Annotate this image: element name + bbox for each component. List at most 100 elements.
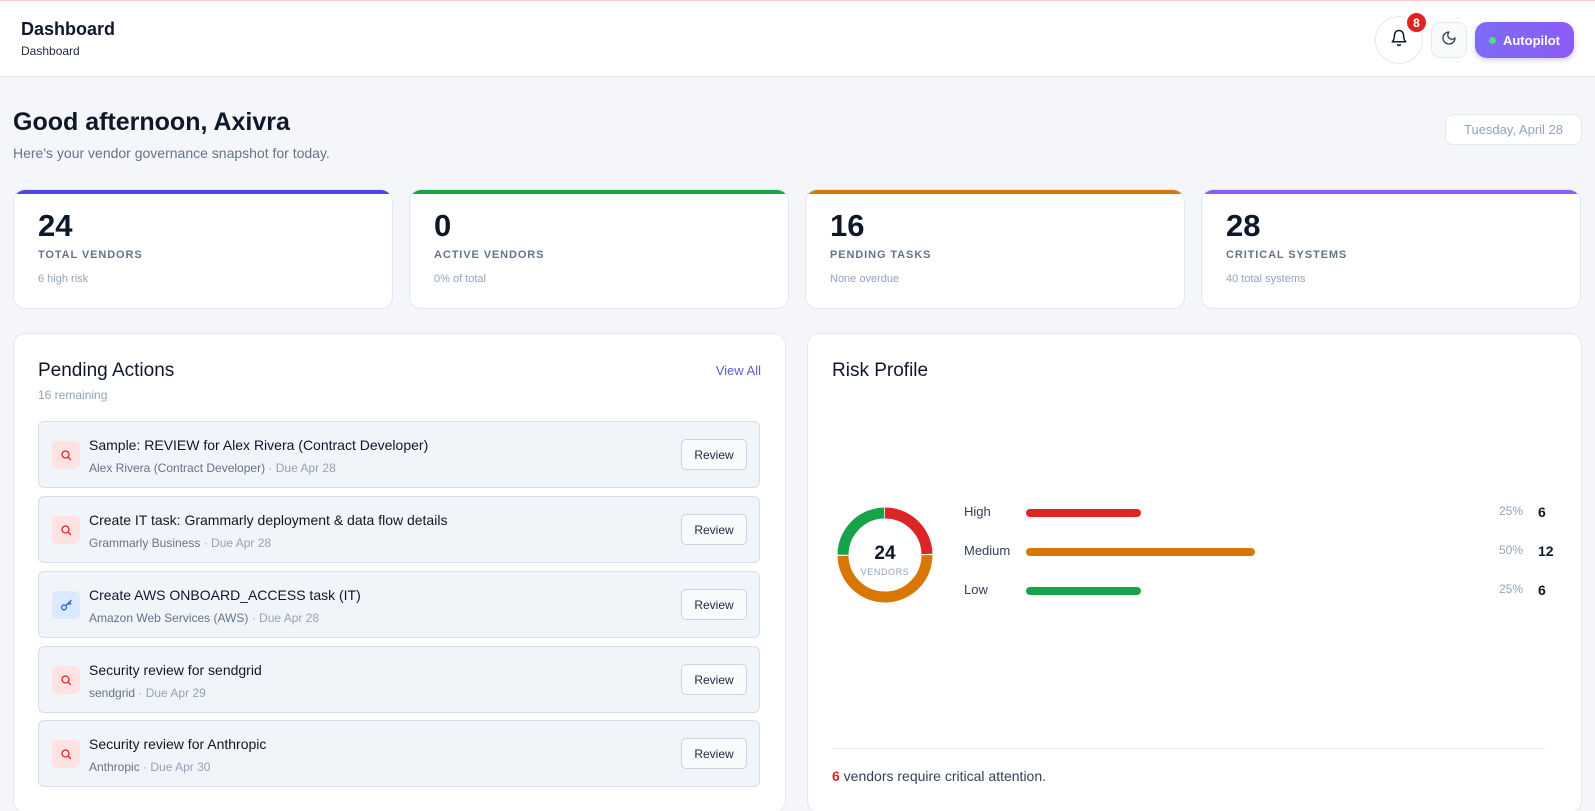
risk-percent: 50% <box>1499 543 1524 557</box>
pending-action-item[interactable]: Sample: REVIEW for Alex Rivera (Contract… <box>38 421 760 488</box>
view-all-link[interactable]: View All <box>715 363 761 378</box>
stat-accent-bar <box>806 190 1184 194</box>
action-meta: Grammarly Business · Due Apr 28 <box>89 536 271 550</box>
review-button[interactable]: Review <box>681 439 747 470</box>
risk-bar-fill <box>1026 509 1141 517</box>
action-meta: sendgrid · Due Apr 29 <box>89 686 206 700</box>
search-icon <box>52 740 80 768</box>
stat-card-pending-tasks[interactable]: 16 PENDING TASKS None overdue <box>805 189 1185 309</box>
risk-profile-panel: Risk Profile 24 VENDORS High 25% 6 Mediu… <box>807 333 1582 811</box>
action-vendor: Alex Rivera (Contract Developer) <box>89 461 266 475</box>
divider <box>832 748 1545 749</box>
stat-accent-bar <box>1202 190 1580 194</box>
stat-accent-bar <box>410 190 788 194</box>
stat-label: PENDING TASKS <box>830 249 932 261</box>
pending-action-item[interactable]: Create AWS ONBOARD_ACCESS task (IT) Amaz… <box>38 571 760 638</box>
stat-accent-bar <box>14 190 392 194</box>
action-title: Sample: REVIEW for Alex Rivera (Contract… <box>89 437 429 453</box>
stat-card-active-vendors[interactable]: 0 ACTIVE VENDORS 0% of total <box>409 189 789 309</box>
risk-count: 6 <box>1538 582 1546 598</box>
action-meta: Amazon Web Services (AWS) · Due Apr 28 <box>89 611 319 625</box>
autopilot-button[interactable]: Autopilot <box>1475 22 1574 58</box>
action-due-date: · Due Apr 28 <box>251 611 320 625</box>
stat-card-critical-systems[interactable]: 28 CRITICAL SYSTEMS 40 total systems <box>1201 189 1581 309</box>
review-button[interactable]: Review <box>681 514 747 545</box>
risk-count: 12 <box>1538 543 1554 559</box>
greeting-subtitle: Here's your vendor governance snapshot f… <box>13 145 330 161</box>
stat-value: 16 <box>830 208 865 243</box>
stat-note: 0% of total <box>434 273 486 285</box>
autopilot-label: Autopilot <box>1502 32 1561 48</box>
action-title: Create AWS ONBOARD_ACCESS task (IT) <box>89 587 361 603</box>
action-vendor: sendgrid <box>89 686 136 700</box>
action-vendor: Anthropic <box>89 760 140 774</box>
action-vendor: Amazon Web Services (AWS) <box>89 611 249 625</box>
status-dot-icon <box>1488 36 1496 44</box>
theme-toggle-button[interactable] <box>1431 22 1467 58</box>
critical-count: 6 <box>832 768 840 784</box>
action-title: Security review for Anthropic <box>89 736 267 752</box>
review-button[interactable]: Review <box>681 589 747 620</box>
risk-percent: 25% <box>1499 582 1524 596</box>
risk-row-medium: Medium 50% 12 <box>964 543 1557 563</box>
pending-action-item[interactable]: Security review for Anthropic Anthropic … <box>38 720 760 787</box>
search-icon <box>52 441 80 469</box>
stat-note: 40 total systems <box>1226 273 1306 285</box>
risk-bar-track <box>1026 548 1484 556</box>
action-due-date: · Due Apr 29 <box>138 686 206 700</box>
action-meta: Anthropic · Due Apr 30 <box>89 760 210 774</box>
stat-note: 6 high risk <box>38 273 89 285</box>
pending-actions-panel: Pending Actions 16 remaining View All Sa… <box>13 333 786 811</box>
risk-profile-title: Risk Profile <box>832 360 929 381</box>
action-due-date: · Due Apr 30 <box>143 760 211 774</box>
review-button[interactable]: Review <box>681 664 747 695</box>
risk-level-label: Medium <box>964 543 1011 558</box>
critical-text: vendors require critical attention. <box>839 768 1047 784</box>
risk-bar-track <box>1026 509 1484 517</box>
donut-segment-medium <box>837 507 933 603</box>
stat-label: TOTAL VENDORS <box>38 249 143 261</box>
moon-icon <box>1441 30 1457 51</box>
risk-row-high: High 25% 6 <box>964 504 1557 524</box>
review-button[interactable]: Review <box>681 738 747 769</box>
risk-level-label: Low <box>964 582 988 597</box>
risk-donut-chart: 24 VENDORS <box>837 507 933 603</box>
donut-segment-high <box>837 507 933 603</box>
pending-action-item[interactable]: Create IT task: Grammarly deployment & d… <box>38 496 760 563</box>
stat-value: 0 <box>434 208 452 243</box>
risk-bar-track <box>1026 587 1484 595</box>
stat-label: CRITICAL SYSTEMS <box>1226 249 1348 261</box>
stat-note: None overdue <box>830 273 900 285</box>
action-vendor: Grammarly Business <box>89 536 201 550</box>
pending-actions-title: Pending Actions <box>38 360 175 381</box>
pending-action-item[interactable]: Security review for sendgrid sendgrid · … <box>38 646 760 713</box>
action-due-date: · Due Apr 28 <box>268 461 336 475</box>
key-icon <box>52 591 80 619</box>
risk-bar-fill <box>1026 548 1255 556</box>
pending-remaining-count: 16 remaining <box>38 388 108 402</box>
stat-value: 28 <box>1226 208 1261 243</box>
donut-label: VENDORS <box>861 567 910 577</box>
critical-attention-note: 6 vendors require critical attention. <box>832 768 1046 784</box>
action-title: Create IT task: Grammarly deployment & d… <box>89 512 448 528</box>
stat-card-total-vendors[interactable]: 24 TOTAL VENDORS 6 high risk <box>13 189 393 309</box>
date-badge: Tuesday, April 28 <box>1445 114 1582 145</box>
risk-bar-fill <box>1026 587 1141 595</box>
page-title: Dashboard <box>21 19 116 39</box>
action-title: Security review for sendgrid <box>89 662 262 678</box>
bell-icon <box>1390 29 1408 52</box>
notification-badge: 8 <box>1405 11 1428 34</box>
action-due-date: · Due Apr 28 <box>203 536 272 550</box>
donut-total: 24 <box>874 543 896 564</box>
greeting-heading: Good afternoon, Axivra <box>13 108 290 136</box>
risk-row-low: Low 25% 6 <box>964 582 1557 602</box>
risk-percent: 25% <box>1499 504 1524 518</box>
action-meta: Alex Rivera (Contract Developer) · Due A… <box>89 461 336 475</box>
top-bar: Dashboard Dashboard 8 Autopilot <box>0 0 1595 77</box>
risk-count: 6 <box>1538 504 1546 520</box>
stat-label: ACTIVE VENDORS <box>434 249 545 261</box>
search-icon <box>52 666 80 694</box>
risk-level-label: High <box>964 504 991 519</box>
breadcrumb[interactable]: Dashboard <box>21 44 80 58</box>
stat-value: 24 <box>38 208 73 243</box>
